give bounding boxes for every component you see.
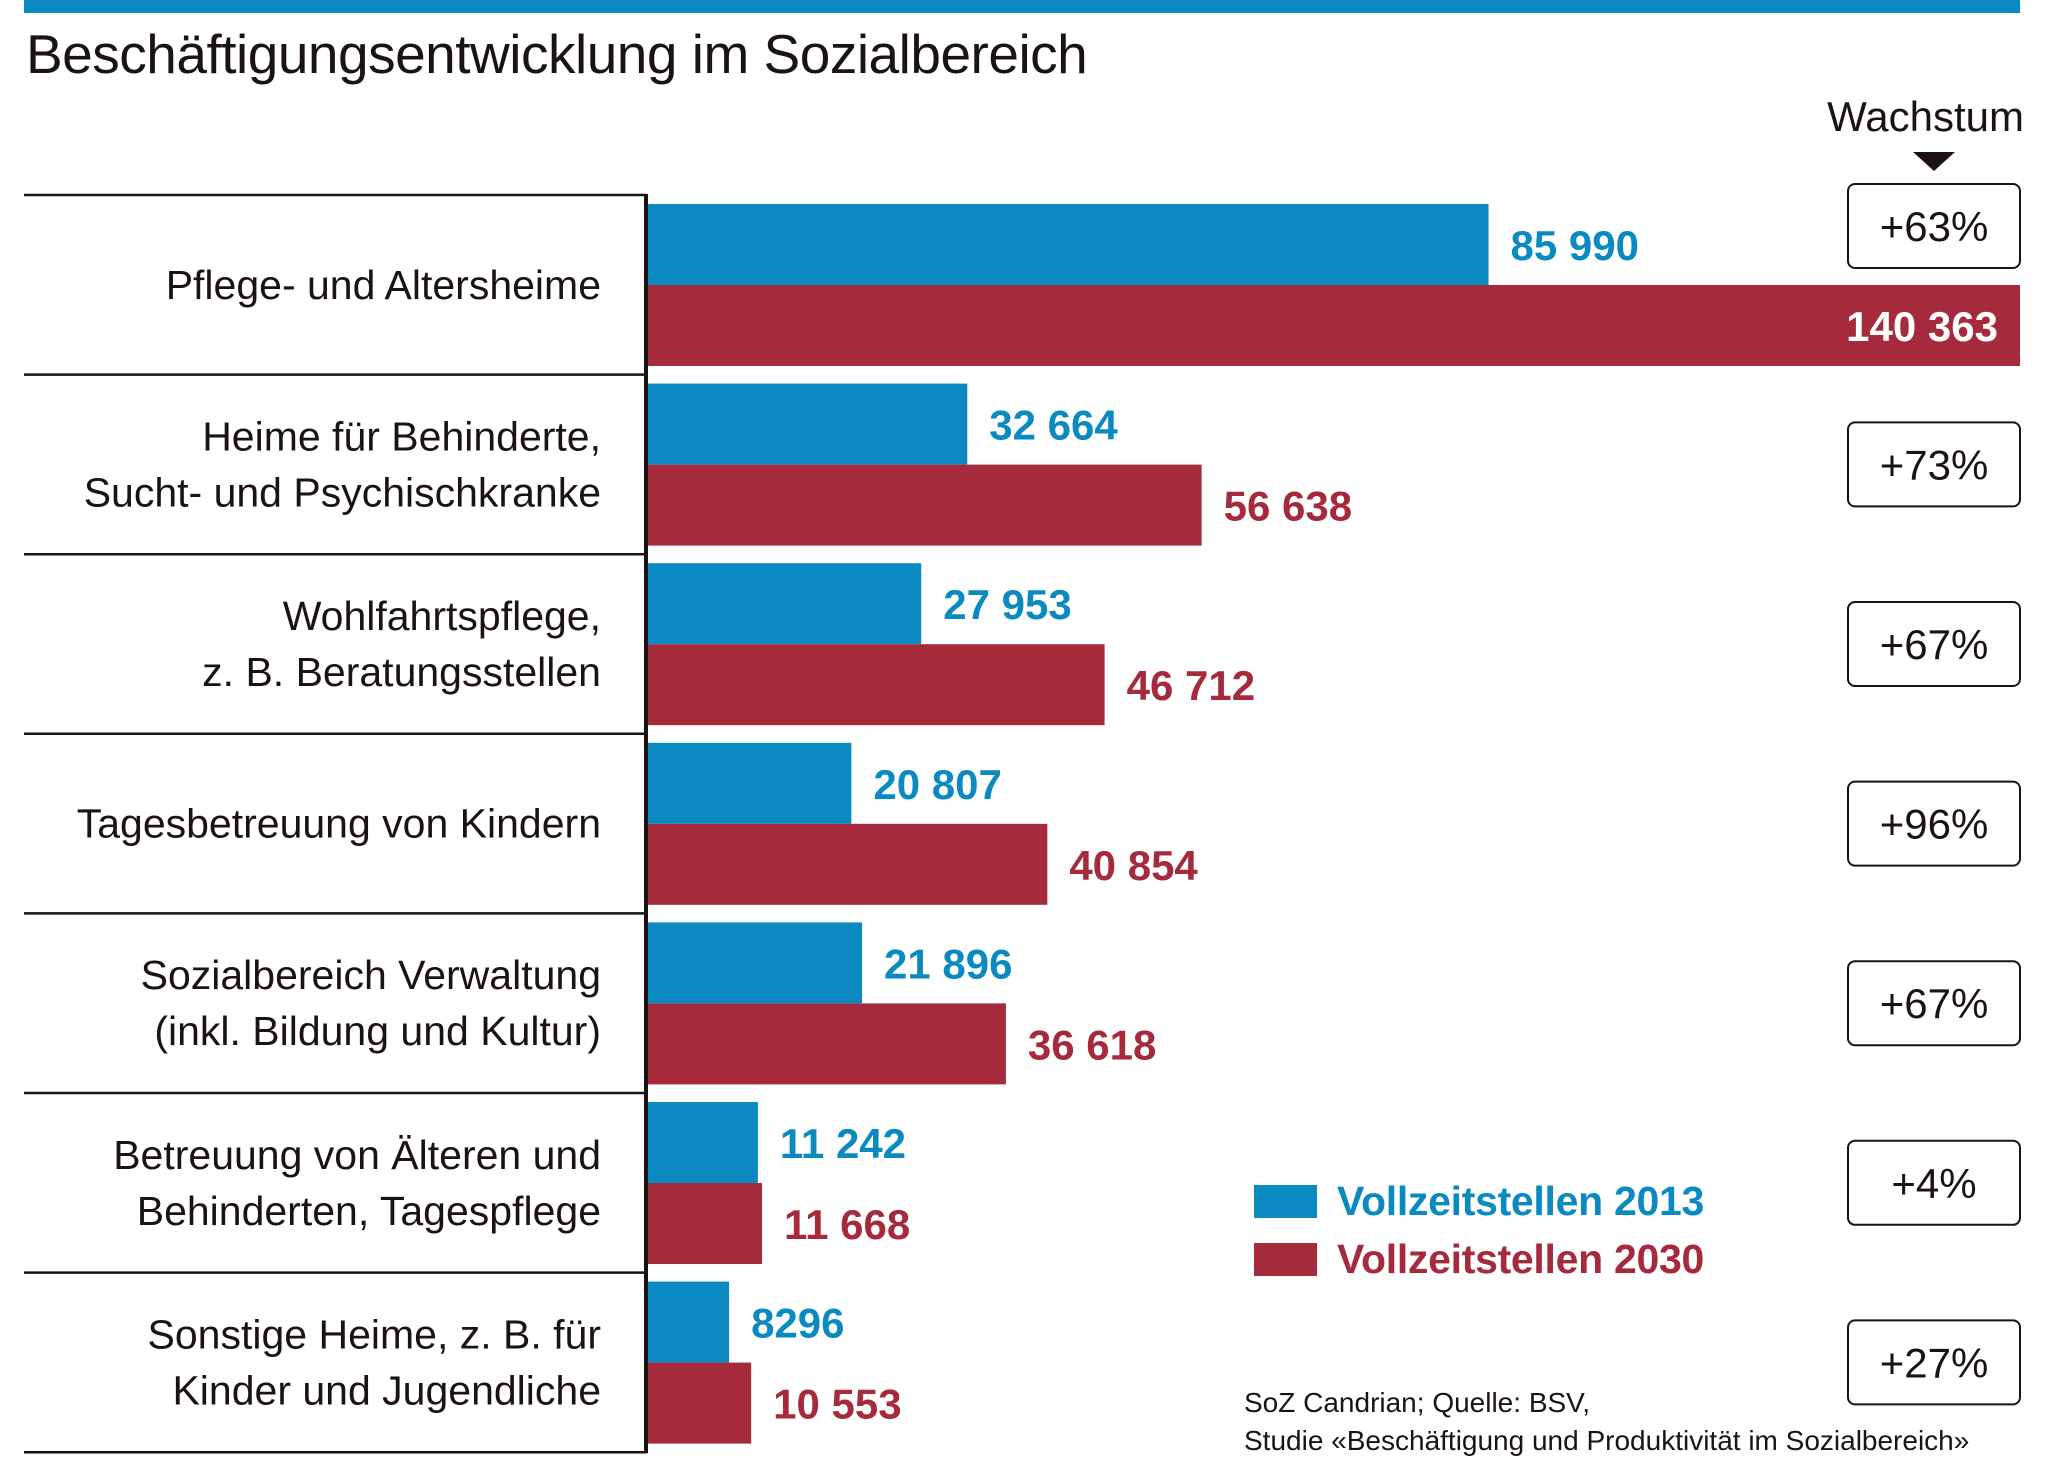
growth-value: +67% — [1880, 980, 1989, 1027]
value-label-2013: 32 664 — [989, 402, 1118, 449]
bar-2013 — [648, 563, 922, 645]
bar-2013 — [648, 204, 1489, 285]
down-triangle-icon — [1913, 152, 1955, 171]
bar-2013 — [648, 1102, 758, 1183]
growth-value: +63% — [1880, 203, 1989, 250]
growth-badge — [1847, 601, 2021, 687]
value-label-2030: 40 854 — [1069, 842, 1198, 889]
top-accent-bar — [24, 0, 2020, 13]
growth-badge — [1847, 421, 2021, 508]
growth-value: +27% — [1880, 1339, 1989, 1386]
value-label-2013: 21 896 — [884, 940, 1012, 987]
bar-2013 — [648, 1281, 730, 1363]
bar-2013 — [648, 922, 863, 1004]
growth-badge — [1847, 183, 2021, 269]
legend: Vollzeitstellen 2013 Vollzeitstellen 203… — [1254, 1172, 1704, 1288]
growth-value: +4% — [1891, 1160, 1976, 1207]
category-label: Kinder und Jugendliche — [172, 1367, 601, 1413]
growth-column-heading: Wachstum — [1827, 93, 2024, 140]
value-label-2030: 56 638 — [1224, 483, 1352, 530]
category-label: Sucht- und Psychischkranke — [84, 469, 601, 515]
category-label: Betreuung von Älteren und — [113, 1132, 601, 1178]
category-label: Tagesbetreuung von Kindern — [77, 801, 601, 847]
growth-value: +67% — [1880, 621, 1989, 668]
bar-2030 — [648, 464, 1202, 546]
source-line-1: SoZ Candrian; Quelle: BSV, — [1244, 1387, 1591, 1418]
category-label: (inkl. Bildung und Kultur) — [154, 1008, 601, 1054]
legend-item-2030: Vollzeitstellen 2030 — [1254, 1230, 1704, 1288]
category-label: Wohlfahrtspflege, — [283, 593, 601, 639]
chart-title: Beschäftigungsentwicklung im Sozialberei… — [26, 23, 1088, 85]
bar-2030 — [648, 1003, 1006, 1085]
source-line-2: Studie «Beschäftigung und Produktivität … — [1244, 1425, 1970, 1456]
value-label-2030: 46 712 — [1127, 662, 1255, 709]
bar-2030 — [648, 285, 2020, 366]
value-label-2030: 36 618 — [1028, 1021, 1156, 1068]
growth-badge — [1847, 1139, 2021, 1226]
legend-swatch-2030 — [1254, 1242, 1317, 1276]
category-label: Sozialbereich Verwaltung — [141, 952, 601, 998]
category-label: Heime für Behinderte, — [202, 413, 601, 459]
category-label: z. B. Beratungsstellen — [202, 649, 601, 695]
growth-value: +73% — [1880, 441, 1989, 488]
category-label: Sonstige Heime, z. B. für — [148, 1311, 601, 1357]
bar-2030 — [648, 823, 1048, 905]
legend-label-2013: Vollzeitstellen 2013 — [1337, 1177, 1704, 1224]
bar-2013 — [648, 383, 968, 465]
bar-2030 — [648, 1183, 763, 1264]
value-label-2030: 10 553 — [773, 1381, 901, 1428]
legend-label-2030: Vollzeitstellen 2030 — [1337, 1235, 1704, 1282]
growth-badge — [1847, 780, 2021, 867]
growth-badge — [1847, 960, 2021, 1047]
value-label-2013: 11 242 — [780, 1120, 906, 1167]
bar-2030 — [648, 644, 1105, 726]
value-label-2030: 11 668 — [784, 1201, 910, 1248]
bar-2013 — [648, 742, 852, 824]
value-label-2013: 85 990 — [1511, 222, 1639, 269]
value-label-2013: 8296 — [751, 1300, 844, 1347]
legend-item-2013: Vollzeitstellen 2013 — [1254, 1172, 1704, 1230]
value-label-2013: 27 953 — [943, 581, 1071, 628]
category-label: Behinderten, Tagespflege — [137, 1188, 601, 1234]
growth-badge — [1847, 1319, 2021, 1406]
legend-swatch-2013 — [1254, 1184, 1317, 1218]
category-label: Pflege- und Altersheime — [166, 262, 601, 308]
growth-value: +96% — [1880, 801, 1989, 848]
value-label-2013: 20 807 — [873, 761, 1001, 808]
value-label-2030: 140 363 — [1846, 303, 1998, 350]
source-note: SoZ Candrian; Quelle: BSV, Studie «Besch… — [1244, 1384, 1969, 1460]
bar-2030 — [648, 1362, 752, 1444]
